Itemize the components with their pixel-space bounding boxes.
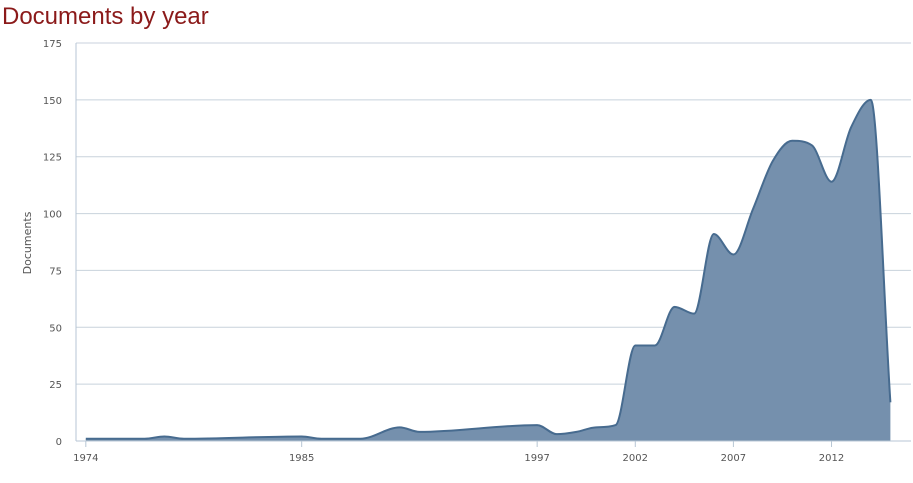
axes <box>75 43 911 447</box>
x-tick-label: 2012 <box>819 453 844 464</box>
series-line <box>85 98 892 440</box>
x-tick-label: 1985 <box>289 453 314 464</box>
y-tick-label: 50 <box>49 323 62 334</box>
data-point[interactable] <box>868 97 874 103</box>
series-area-fill <box>85 99 891 442</box>
area-series <box>85 97 893 442</box>
y-tick-label: 175 <box>43 39 62 50</box>
data-point[interactable] <box>829 179 835 185</box>
data-point[interactable] <box>573 429 579 435</box>
data-point[interactable] <box>672 304 678 310</box>
y-tick-labels: 0 25 50 75 100 125 150 175 <box>43 39 62 448</box>
data-point[interactable] <box>397 424 403 430</box>
y-tick-label: 0 <box>56 437 62 448</box>
y-axis-title: Documents <box>21 211 34 274</box>
data-point[interactable] <box>809 142 815 148</box>
x-tick-label: 1974 <box>73 453 98 464</box>
data-point[interactable] <box>613 422 619 428</box>
data-point[interactable] <box>593 424 599 430</box>
chart-title: Documents by year <box>2 3 209 30</box>
data-point[interactable] <box>887 399 893 405</box>
data-point[interactable] <box>711 231 717 237</box>
data-point[interactable] <box>554 431 560 437</box>
grid-lines <box>76 42 911 385</box>
x-tick-label: 2002 <box>623 453 648 464</box>
x-tick-labels: 1974 1985 1997 2002 2007 2012 <box>73 453 844 464</box>
x-tick-label: 1997 <box>524 453 549 464</box>
y-tick-label: 125 <box>43 153 62 164</box>
y-tick-label: 100 <box>43 210 62 221</box>
data-point[interactable] <box>161 433 167 439</box>
data-point[interactable] <box>632 342 638 348</box>
data-point[interactable] <box>770 158 776 164</box>
data-point[interactable] <box>416 429 422 435</box>
y-tick-label: 150 <box>43 96 62 107</box>
y-tick-label: 75 <box>49 266 62 277</box>
data-point[interactable] <box>730 252 736 258</box>
data-point[interactable] <box>848 124 854 130</box>
y-tick-label: 25 <box>49 380 62 391</box>
data-point[interactable] <box>299 433 305 439</box>
data-point[interactable] <box>652 342 658 348</box>
data-point[interactable] <box>534 422 540 428</box>
x-tick-label: 2007 <box>721 453 746 464</box>
data-point[interactable] <box>750 206 756 212</box>
data-point[interactable] <box>691 311 697 317</box>
data-point[interactable] <box>789 138 795 144</box>
